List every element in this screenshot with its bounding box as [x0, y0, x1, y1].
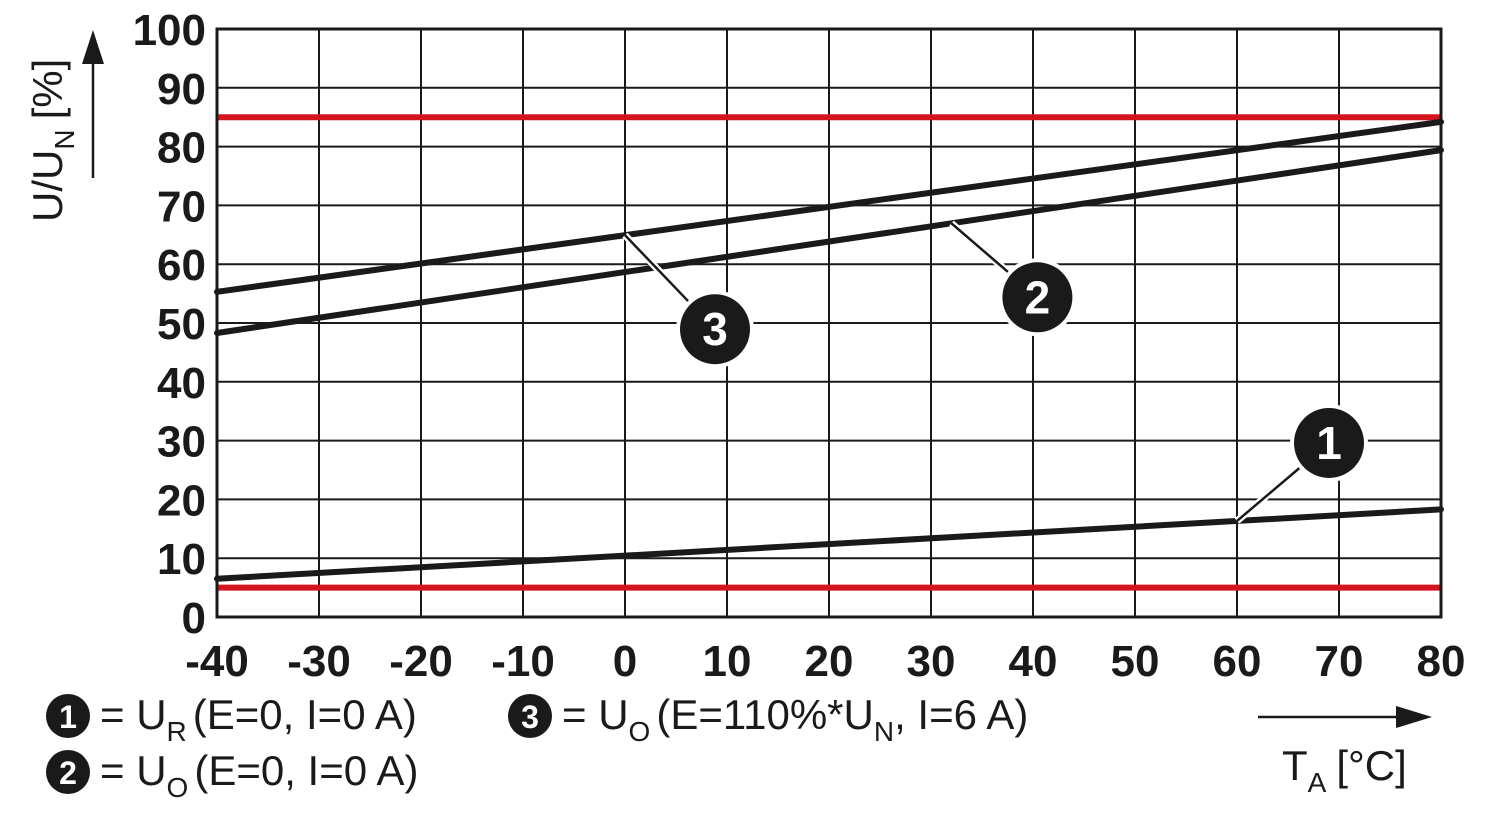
x-tick-label: 40	[1009, 637, 1058, 686]
legend-item-3: 3 = UO (E=110%*UN, I=6 A)	[508, 691, 1028, 747]
callout-label-3: 3	[702, 303, 728, 355]
callout-label-1: 1	[1316, 417, 1342, 469]
legend-3-text-sub: N	[874, 716, 894, 747]
x-tick-label: -20	[389, 637, 453, 686]
legend-1-text: (E=0, I=0 A)	[193, 691, 417, 738]
y-tick-label: 10	[157, 535, 206, 584]
callout-marker-3	[680, 294, 750, 365]
x-axis-title: TA [°C]	[1282, 742, 1407, 798]
x-tick-label: 30	[907, 637, 956, 686]
y-tick-label: 60	[157, 241, 206, 290]
legend-3-symbol: U	[598, 691, 628, 738]
x-axis-label-sub: A	[1308, 767, 1327, 798]
legend-1-symbol: U	[136, 691, 166, 738]
legend-marker-2	[46, 750, 90, 794]
callout-leader-1	[1236, 465, 1303, 522]
y-tick-label: 30	[157, 418, 206, 467]
legend-item-2: 2 = UO (E=0, I=0 A)	[46, 747, 418, 803]
y-tick-label: 70	[157, 182, 206, 231]
callout-marker-1	[1294, 407, 1364, 478]
legend-item-1: 1 = UR (E=0, I=0 A)	[46, 691, 417, 747]
y-tick-label: 80	[157, 124, 206, 173]
x-tick-label: 0	[613, 637, 637, 686]
legend-3-text: (E=110%*U	[656, 691, 874, 738]
y-tick-label: 50	[157, 300, 206, 349]
legend-marker-2-label: 2	[59, 755, 77, 791]
y-tick-labels: 0 10 20 30 40 50 60 70 80 90 100	[133, 6, 206, 643]
svg-text:= UO(E=110%*UN, I=6 A): = UO (E=110%*UN, I=6 A)	[562, 691, 1028, 747]
series-3-line	[214, 118, 1444, 295]
y-tick-label: 20	[157, 476, 206, 525]
x-tick-label: 60	[1213, 637, 1262, 686]
series-annotations: 1 2 3	[622, 220, 1368, 524]
series-2-line	[214, 147, 1444, 336]
legend-marker-3-label: 3	[521, 699, 539, 735]
callout-leader-3	[624, 234, 692, 305]
svg-text:= UR(E=0, I=0 A): = UR (E=0, I=0 A)	[100, 691, 417, 747]
y-axis-label: U/U	[24, 150, 71, 222]
legend-3-text-after: , I=6 A)	[894, 691, 1028, 738]
x-tick-label: -10	[491, 637, 555, 686]
x-tick-label: 50	[1111, 637, 1160, 686]
svg-text:U/UN[%]: U/UN [%]	[24, 59, 80, 222]
y-tick-label: 0	[182, 594, 206, 643]
y-tick-label: 90	[157, 65, 206, 114]
svg-text:= UO(E=0, I=0 A): = UO (E=0, I=0 A)	[100, 747, 418, 803]
plot-frame	[215, 27, 1443, 619]
legend-3-symbol-sub: O	[629, 716, 651, 747]
x-tick-label: 20	[805, 637, 854, 686]
x-tick-label: 70	[1315, 637, 1364, 686]
callout-label-2: 2	[1025, 271, 1051, 323]
legend: 1 = UR (E=0, I=0 A) 2 = UO (E=0, I=0 A) 3 …	[46, 691, 1028, 803]
legend-2-text: (E=0, I=0 A)	[194, 747, 418, 794]
legend-2-symbol: U	[136, 747, 166, 794]
callout-leader-2	[950, 222, 1011, 275]
x-axis-arrow	[1258, 706, 1432, 728]
legend-marker-3	[508, 694, 552, 738]
callout-marker-2	[1002, 262, 1073, 333]
x-tick-labels: -40 -30 -20 -10 0 10 20 30 40 50 60 70 80	[185, 637, 1465, 686]
x-tick-label: 10	[703, 637, 752, 686]
y-axis-unit: [%]	[24, 59, 71, 120]
legend-1-symbol-sub: R	[167, 716, 187, 747]
y-axis-arrow	[82, 30, 104, 178]
y-axis-label-sub: N	[49, 129, 80, 149]
x-tick-label: -40	[185, 637, 249, 686]
legend-marker-1	[46, 694, 90, 738]
x-axis-unit: [°C]	[1336, 742, 1406, 789]
y-axis-title: U/UN [%]	[24, 59, 80, 222]
reference-lines	[217, 114, 1441, 591]
legend-2-symbol-sub: O	[167, 772, 189, 803]
x-tick-label: 80	[1417, 637, 1466, 686]
x-axis-label: T	[1282, 742, 1308, 789]
x-tick-label: -30	[287, 637, 351, 686]
legend-marker-1-label: 1	[59, 699, 77, 735]
y-tick-label: 40	[157, 359, 206, 408]
y-tick-label: 100	[133, 6, 206, 55]
